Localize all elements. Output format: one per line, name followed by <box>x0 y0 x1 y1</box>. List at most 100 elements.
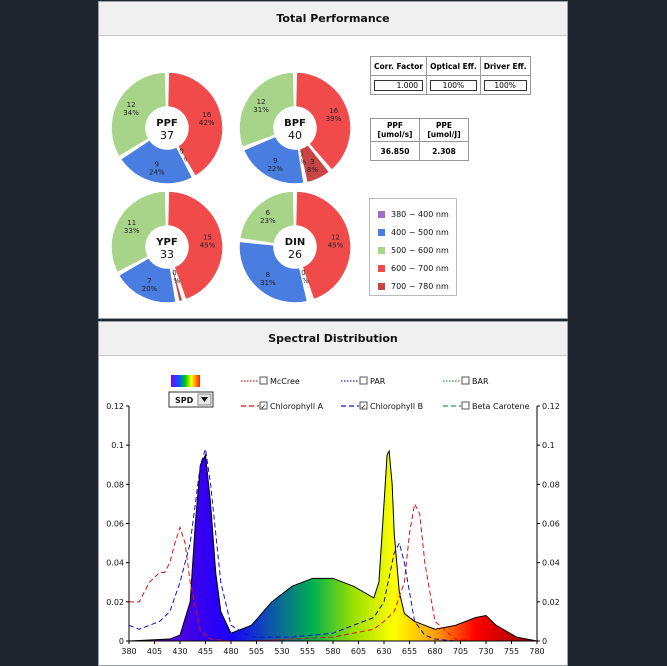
legend-label: BAR <box>472 377 489 386</box>
legend-item: 700 ~ 780 nm <box>378 277 456 295</box>
slice-value-label: 11 <box>127 219 136 227</box>
donut-label: DIN <box>285 237 305 248</box>
check-icon: ✓ <box>261 403 267 411</box>
legend-toggle-beta-carotene[interactable]: Beta Carotene <box>443 402 530 411</box>
x-tick-label: 405 <box>147 647 162 656</box>
x-tick-label: 730 <box>478 647 493 656</box>
x-tick-label: 680 <box>427 647 442 656</box>
x-tick-label: 580 <box>325 647 340 656</box>
legend-item: 400 ~ 500 nm <box>378 223 456 241</box>
legend-toggle-mccree[interactable]: McCree <box>241 377 300 386</box>
legend-toggle-chlorophyll-a[interactable]: ✓Chlorophyll A <box>241 402 324 411</box>
slice-value-label: 15 <box>203 234 212 242</box>
legend-swatch <box>378 211 385 218</box>
slice-percent-label: 45% <box>328 242 344 250</box>
x-tick-label: 605 <box>351 647 366 656</box>
spd-dropdown-label: SPD <box>175 396 194 405</box>
color-scale-icon[interactable] <box>171 375 200 387</box>
legend-checkbox[interactable] <box>462 402 469 409</box>
x-tick-label: 455 <box>198 647 213 656</box>
y-tick-label-right: 0 <box>542 637 547 646</box>
spectral-distribution-title: Spectral Distribution <box>99 322 567 356</box>
legend-label: Beta Carotene <box>472 402 530 411</box>
slice-percent-label: 24% <box>149 169 165 177</box>
legend-toggle-chlorophyll-b[interactable]: ✓Chlorophyll B <box>341 402 423 411</box>
x-tick-label: 480 <box>223 647 238 656</box>
x-tick-label: 705 <box>453 647 468 656</box>
donut-label: BPF <box>284 118 306 129</box>
y-tick-label-right: 0.04 <box>542 559 560 568</box>
legend-item: 600 ~ 700 nm <box>378 259 456 277</box>
legend-checkbox[interactable] <box>360 377 367 384</box>
legend-toggle-bar[interactable]: BAR <box>443 377 489 386</box>
y-tick-label: 0.02 <box>106 598 124 607</box>
check-icon: ✓ <box>361 403 367 411</box>
slice-value-label: 6 <box>266 209 271 217</box>
slice-percent-label: 34% <box>123 109 139 117</box>
ppf-header: PPF[umol/s] <box>371 119 420 142</box>
legend-label: McCree <box>270 377 300 386</box>
slice-value-label: 8 <box>266 271 270 279</box>
legend-swatch <box>378 283 385 290</box>
y-tick-label: 0.1 <box>111 441 124 450</box>
total-performance-title: Total Performance <box>99 2 567 36</box>
slice-value-label: 12 <box>331 234 340 242</box>
legend-checkbox[interactable] <box>260 377 267 384</box>
slice-value-label: 16 <box>329 107 338 115</box>
x-tick-label: 380 <box>121 647 136 656</box>
donut-label: YPF <box>155 237 177 248</box>
spd-dropdown[interactable]: SPD <box>169 392 213 407</box>
legend-item: 380 ~ 400 nm <box>378 205 456 223</box>
x-tick-label: 780 <box>529 647 544 656</box>
ppe-value: 2.308 <box>420 142 469 161</box>
corr-factor-header: Corr. Factor <box>371 57 427 76</box>
legend-swatch <box>378 229 385 236</box>
x-tick-label: 630 <box>376 647 391 656</box>
y-tick-label-right: 0.12 <box>542 402 560 411</box>
y-tick-label: 0 <box>119 637 124 646</box>
optical-eff-header: Optical Eff. <box>427 57 481 76</box>
donut-charts: 1642%00%924%1234%PPF371639%38%00%922%123… <box>99 36 369 316</box>
driver-eff-input[interactable]: 100% <box>484 80 527 91</box>
slice-percent-label: 22% <box>267 165 283 173</box>
donut-ypf: 1545%02%720%1133%YPF33 <box>111 191 223 303</box>
legend-toggle-par[interactable]: PAR <box>341 377 386 386</box>
driver-eff-header: Driver Eff. <box>480 57 530 76</box>
slice-percent-label: 33% <box>124 227 140 235</box>
y-tick-label-right: 0.06 <box>542 520 560 529</box>
donut-bpf: 1639%38%00%922%1231%BPF40 <box>239 72 351 184</box>
wavelength-legend: 380 ~ 400 nm 400 ~ 500 nm 500 ~ 600 nm 6… <box>369 198 457 296</box>
y-tick-label-right: 0.1 <box>542 441 555 450</box>
legend-swatch <box>378 265 385 272</box>
donut-din: 1245%01%831%623%DIN26 <box>239 191 351 303</box>
legend-swatch <box>378 247 385 254</box>
slice-percent-label: 31% <box>260 279 276 287</box>
donut-label: PPF <box>156 118 178 129</box>
ppf-value: 36.850 <box>371 142 420 161</box>
y-tick-label-right: 0.08 <box>542 480 560 489</box>
corr-factor-input[interactable]: 1.000 <box>374 80 423 91</box>
donut-value: 37 <box>160 129 174 142</box>
x-tick-label: 655 <box>402 647 417 656</box>
y-tick-label: 0.12 <box>106 402 124 411</box>
legend-checkbox[interactable] <box>462 377 469 384</box>
x-tick-label: 530 <box>274 647 289 656</box>
y-tick-label-right: 0.02 <box>542 598 560 607</box>
optical-eff-input[interactable]: 100% <box>430 80 477 91</box>
slice-percent-label: 45% <box>200 242 216 250</box>
slice-value-label: 3 <box>310 158 314 166</box>
slice-value-label: 0 <box>172 269 176 277</box>
slice-percent-label: 31% <box>253 106 269 114</box>
y-tick-label: 0.06 <box>106 520 124 529</box>
ppf-ppe-table: PPF[umol/s] PPE[umol/J] 36.850 2.308 <box>370 118 469 161</box>
legend-label: PAR <box>370 377 386 386</box>
slice-value-label: 12 <box>127 101 136 109</box>
donut-value: 26 <box>288 248 302 261</box>
slice-percent-label: 20% <box>142 285 158 293</box>
y-tick-label: 0.08 <box>106 480 124 489</box>
slice-value-label: 12 <box>257 98 266 106</box>
spd-area <box>129 451 537 641</box>
x-tick-label: 505 <box>249 647 264 656</box>
slice-value-label: 9 <box>273 157 277 165</box>
slice-percent-label: 23% <box>260 217 276 225</box>
